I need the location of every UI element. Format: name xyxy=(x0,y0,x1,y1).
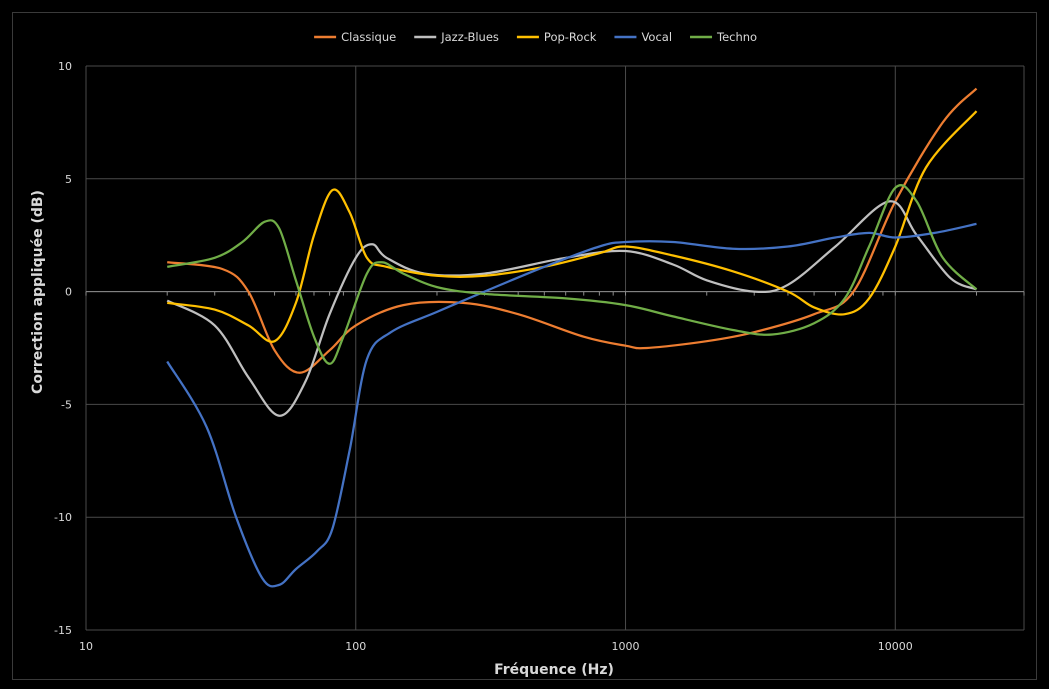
chart-frame xyxy=(12,12,1037,680)
x-axis-title: Fréquence (Hz) xyxy=(494,662,614,678)
grid xyxy=(85,65,1025,631)
y-tick-label: 5 xyxy=(65,173,72,186)
y-tick-label: -10 xyxy=(54,511,72,524)
y-tick-label: -15 xyxy=(54,624,72,637)
legend-label: Vocal xyxy=(641,30,672,44)
legend-label: Techno xyxy=(716,30,757,44)
axes: -15 -10 -5 0 5 10 10 100 1000 10000 xyxy=(54,60,1025,653)
x-tick-label: 100 xyxy=(345,640,366,653)
y-tick-label: 10 xyxy=(58,60,72,73)
legend-label: Pop-Rock xyxy=(544,30,597,44)
series-line-classique xyxy=(167,87,978,374)
legend: Classique Jazz-Blues Pop-Rock Vocal Techno xyxy=(314,30,757,44)
series-line-jazz-blues xyxy=(166,200,977,417)
y-tick-label: 0 xyxy=(65,286,72,299)
x-tick-label: 10000 xyxy=(878,640,913,653)
x-tick-label: 1000 xyxy=(612,640,640,653)
y-axis-title: Correction appliquée (dB) xyxy=(30,190,46,394)
legend-label: Jazz-Blues xyxy=(440,30,499,44)
series-layer xyxy=(166,87,978,588)
x-tick-label: 10 xyxy=(79,640,93,653)
series-line-pop-rock xyxy=(167,110,978,343)
y-tick-label: -5 xyxy=(61,398,72,411)
legend-label: Classique xyxy=(341,30,396,44)
series-line-techno xyxy=(166,184,978,365)
series-line-vocal xyxy=(166,222,977,588)
